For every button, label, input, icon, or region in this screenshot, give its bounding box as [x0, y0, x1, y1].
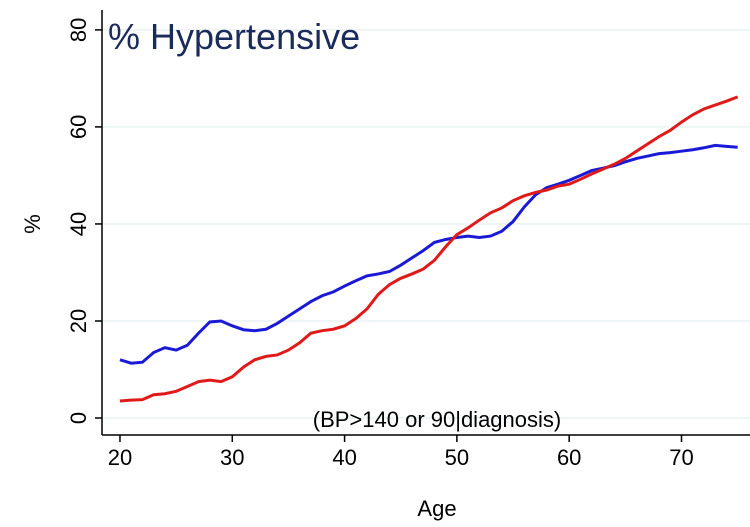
x-tick-label: 40: [332, 445, 356, 470]
x-tick-label: 20: [108, 445, 132, 470]
y-tick-label: 20: [66, 309, 91, 333]
y-axis-label: %: [20, 214, 45, 234]
x-tick-label: 30: [220, 445, 244, 470]
chart-title: % Hypertensive: [108, 16, 360, 57]
line: [119, 95, 739, 403]
y-tick-label: 60: [66, 115, 91, 139]
x-tick-label: 60: [557, 445, 581, 470]
y-tick-label: 40: [66, 212, 91, 236]
y-tick-label: 0: [66, 412, 91, 424]
annotation: (BP>140 or 90|diagnosis): [313, 407, 561, 432]
x-tick-label: 50: [445, 445, 469, 470]
line: [119, 143, 738, 365]
x-axis-label: Age: [417, 496, 456, 521]
y-tick-label: 80: [66, 18, 91, 42]
x-tick-label: 70: [669, 445, 693, 470]
